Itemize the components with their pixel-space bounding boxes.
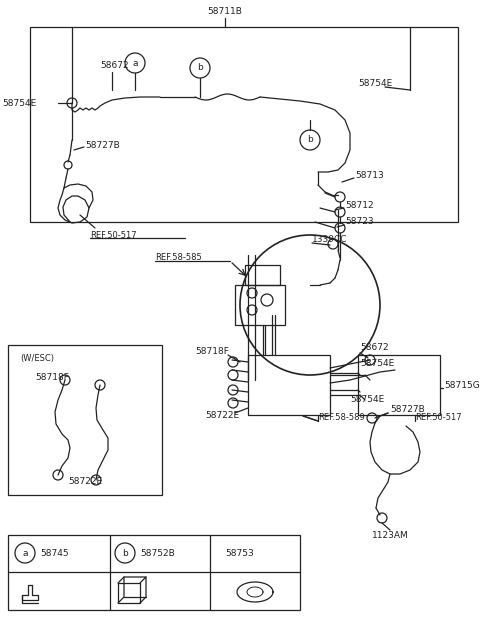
Text: 1123AM: 1123AM [372, 530, 408, 539]
Bar [8, 535, 300, 610]
Text: 58727B: 58727B [85, 141, 120, 149]
Text: 58723: 58723 [345, 218, 373, 227]
Text: b: b [122, 549, 128, 558]
Text: 58722E: 58722E [205, 410, 239, 420]
Text: 58745: 58745 [40, 549, 69, 558]
Text: 58754E: 58754E [358, 78, 392, 87]
Text: 58718F: 58718F [195, 348, 229, 356]
Bar [235, 285, 285, 325]
Bar [245, 265, 280, 285]
Text: a: a [132, 58, 138, 68]
Text: a: a [22, 549, 28, 558]
Text: 58715G: 58715G [444, 380, 480, 389]
Text: REF.58-589: REF.58-589 [318, 413, 365, 422]
Text: 58718F: 58718F [35, 373, 69, 382]
Text: b: b [307, 135, 313, 144]
Text: 58754E: 58754E [360, 358, 394, 368]
Text: (W/ESC): (W/ESC) [20, 353, 54, 363]
Bar [248, 355, 330, 415]
Text: 58727B: 58727B [390, 406, 425, 415]
Text: 58754E: 58754E [350, 396, 384, 404]
Text: REF.50-517: REF.50-517 [90, 230, 137, 239]
Bar [30, 27, 458, 222]
Text: 58713: 58713 [355, 170, 384, 180]
Text: 58753: 58753 [225, 549, 254, 558]
Text: 1339CC: 1339CC [312, 235, 348, 244]
Bar [358, 355, 440, 415]
Text: b: b [197, 63, 203, 73]
Text: 58711B: 58711B [207, 8, 242, 16]
Text: 58752B: 58752B [140, 549, 175, 558]
Text: 58672: 58672 [360, 344, 389, 353]
Text: 58722E: 58722E [68, 477, 102, 487]
Text: 58754E: 58754E [2, 99, 36, 108]
Text: 58672: 58672 [100, 61, 129, 70]
Text: REF.58-585: REF.58-585 [155, 253, 202, 263]
Text: REF.50-517: REF.50-517 [415, 413, 462, 422]
Text: 58712: 58712 [345, 201, 373, 210]
Bar [8, 345, 162, 495]
